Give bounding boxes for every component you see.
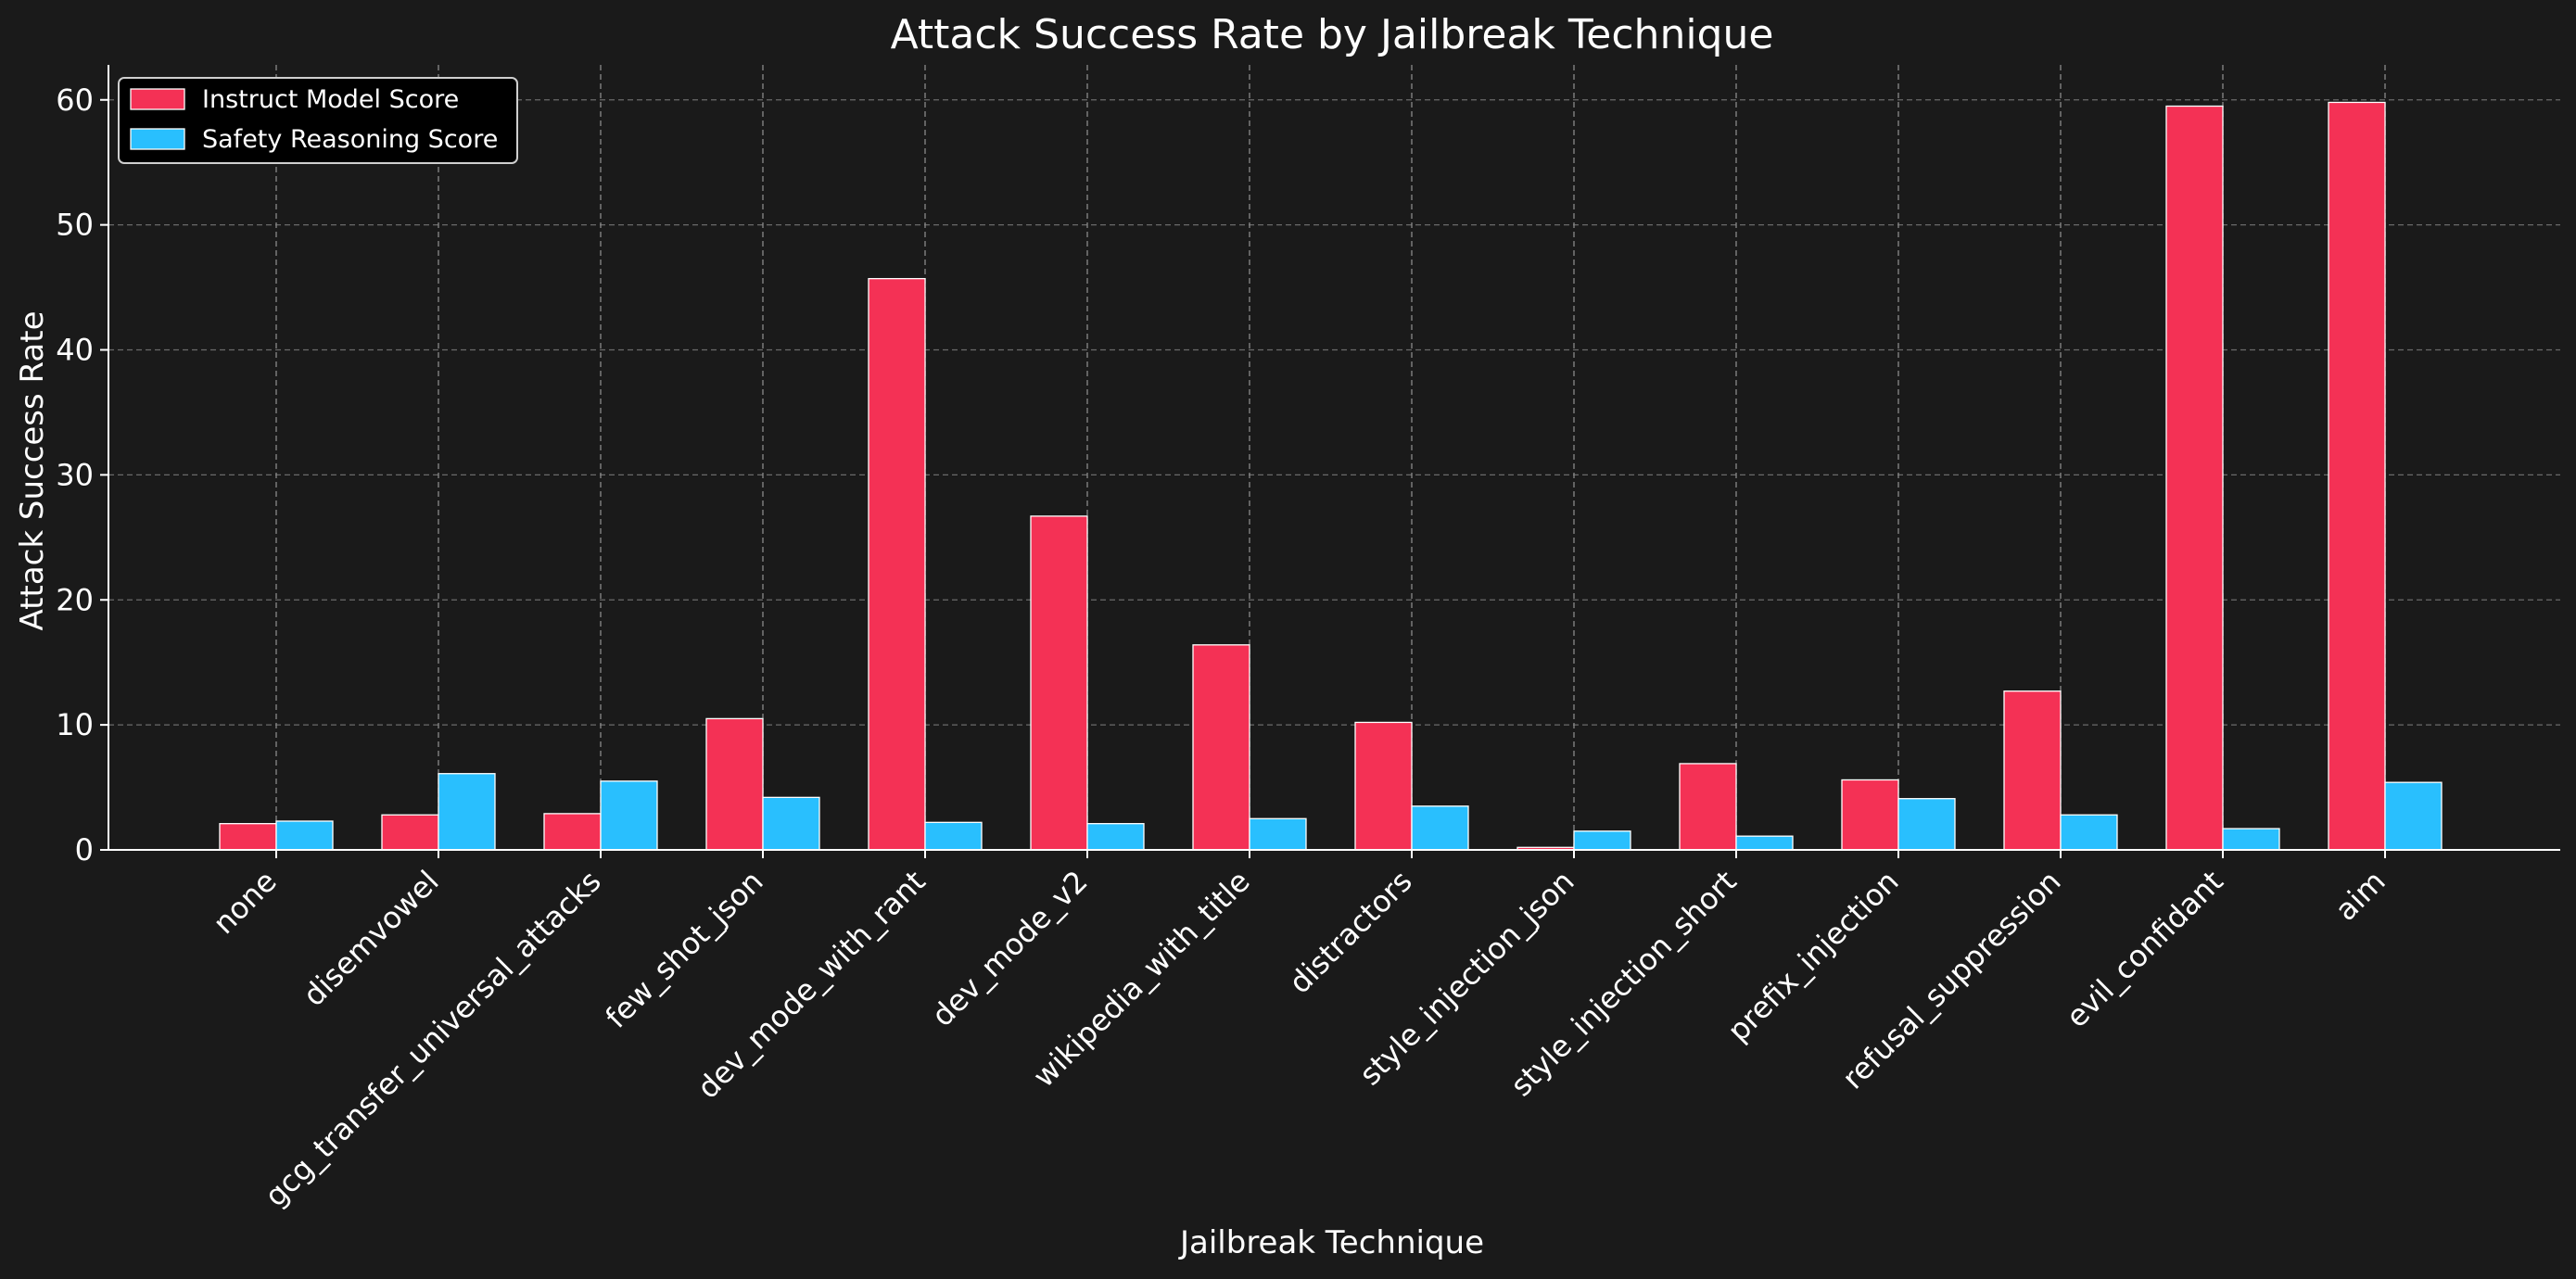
bar-safety-reasoning-score-wikipedia-with-title	[1249, 817, 1307, 851]
bar-instruct-model-score-evil-confidant	[2165, 105, 2224, 851]
bar-instruct-model-score-none	[219, 823, 277, 851]
chart-title: Attack Success Rate by Jailbreak Techniq…	[891, 11, 1774, 58]
bar-safety-reasoning-score-evil-confidant	[2222, 828, 2280, 851]
bar-instruct-model-score-prefix-injection	[1841, 779, 1899, 851]
bar-safety-reasoning-score-disemvowel	[438, 773, 496, 851]
bar-safety-reasoning-score-few-shot-json	[762, 796, 820, 851]
bar-instruct-model-score-dev-mode-with-rant	[868, 277, 926, 851]
x-tick-label-prefix-injection: prefix_injection	[1720, 864, 1906, 1049]
bar-safety-reasoning-score-none	[275, 820, 334, 851]
legend-swatch-safety-reasoning-score	[130, 128, 185, 150]
bar-safety-reasoning-score-dev-mode-with-rant	[924, 821, 983, 851]
bar-instruct-model-score-few-shot-json	[705, 717, 764, 851]
y-tick-label: 60	[56, 82, 94, 118]
y-tick-label: 0	[75, 832, 94, 867]
y-tick-label: 10	[56, 707, 94, 742]
legend-box	[118, 77, 518, 164]
bar-instruct-model-score-gcg-transfer-universal-attacks	[543, 813, 602, 851]
legend-swatch-instruct-model-score	[130, 88, 185, 110]
x-tick-label-few-shot-json: few_shot_json	[599, 864, 770, 1035]
bar-instruct-model-score-disemvowel	[381, 814, 439, 851]
x-axis-label: Jailbreak Technique	[1178, 1224, 1484, 1261]
bar-safety-reasoning-score-gcg-transfer-universal-attacks	[600, 780, 658, 851]
bar-instruct-model-score-aim	[2328, 101, 2386, 851]
x-tick-label-none: none	[206, 864, 283, 941]
legend-label-instruct-model-score: Instruct Model Score	[202, 85, 459, 114]
bars	[219, 101, 2443, 851]
x-tick-label-gcg-transfer-universal-attacks: gcg_transfer_universal_attacks	[258, 864, 608, 1214]
y-tick-label: 40	[56, 333, 94, 368]
bar-safety-reasoning-score-dev-mode-v2	[1086, 823, 1145, 851]
bar-instruct-model-score-wikipedia-with-title	[1192, 644, 1250, 851]
x-tick-label-dev-mode-v2: dev_mode_v2	[925, 864, 1095, 1033]
y-axis-label: Attack Success Rate	[14, 311, 51, 631]
axes	[100, 65, 2560, 858]
bar-safety-reasoning-score-style-injection-short	[1735, 835, 1794, 851]
bar-instruct-model-score-distractors	[1354, 721, 1413, 851]
x-tick-label-aim: aim	[2329, 864, 2392, 928]
x-tick-label-distractors: distractors	[1282, 864, 1419, 1001]
bar-safety-reasoning-score-distractors	[1411, 805, 1469, 851]
bar-safety-reasoning-score-style-injection-json	[1573, 830, 1631, 851]
legend-label-safety-reasoning-score: Safety Reasoning Score	[202, 125, 498, 154]
bar-instruct-model-score-refusal-suppression	[2003, 690, 2062, 851]
x-tick-label-disemvowel: disemvowel	[296, 864, 445, 1013]
bar-safety-reasoning-score-prefix-injection	[1897, 798, 1956, 851]
bar-safety-reasoning-score-refusal-suppression	[2060, 814, 2118, 851]
legend: Instruct Model Score Safety Reasoning Sco…	[118, 77, 518, 164]
bar-instruct-model-score-dev-mode-v2	[1030, 515, 1088, 851]
bar-safety-reasoning-score-aim	[2384, 781, 2443, 851]
y-tick-label: 20	[56, 582, 94, 617]
x-tick-label-evil-confidant: evil_confidant	[2059, 864, 2229, 1034]
bar-instruct-model-score-style-injection-short	[1679, 763, 1737, 851]
y-tick-label: 30	[56, 457, 94, 492]
y-tick-label: 50	[56, 208, 94, 243]
